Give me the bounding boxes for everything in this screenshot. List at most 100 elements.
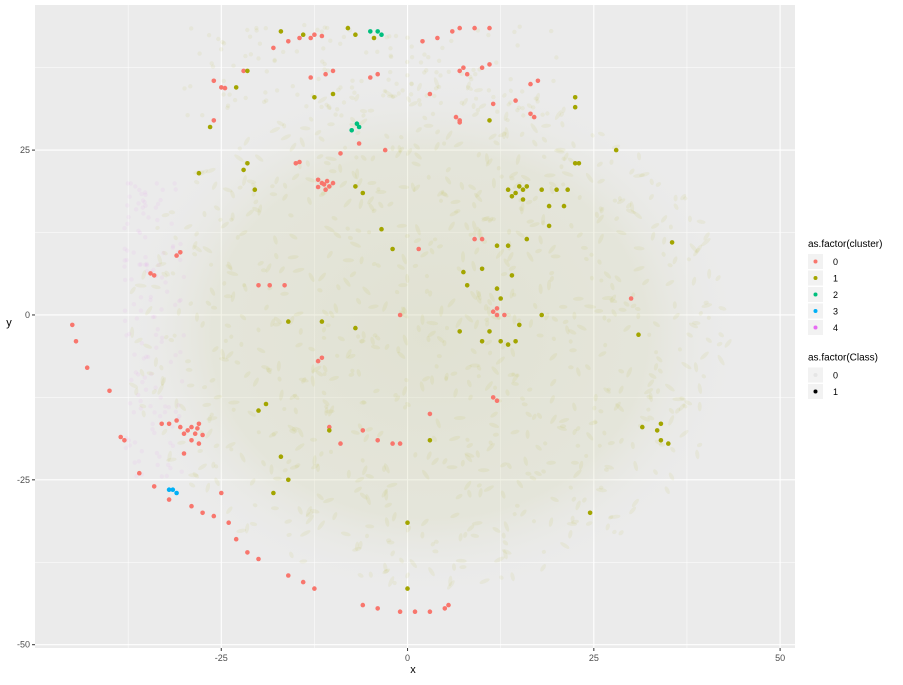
cloud-point: [629, 506, 636, 515]
cloud-band-point: [494, 60, 499, 65]
point-cluster-0: [531, 114, 537, 120]
cloud-point: [356, 369, 362, 377]
cloud-band-point: [133, 207, 139, 212]
cloud-point: [707, 268, 712, 279]
point-cluster-1: [494, 286, 500, 291]
cloud-point: [229, 447, 234, 452]
cloud-band-point: [520, 89, 525, 94]
point-cluster-1: [319, 319, 325, 324]
x-tick-label: 25: [589, 653, 599, 663]
cloud-point: [633, 173, 645, 178]
cloud-point: [335, 353, 340, 358]
cloud-point: [653, 469, 658, 475]
cloud-point: [326, 250, 333, 259]
cloud-point: [239, 230, 248, 237]
cloud-point: [173, 235, 178, 241]
cloud-point: [474, 319, 479, 330]
point-cluster-1: [405, 520, 410, 525]
point-cluster-1: [561, 203, 567, 209]
cloud-point: [225, 442, 236, 449]
cloud-point: [549, 275, 554, 282]
cloud-band-point: [325, 68, 331, 73]
cloud-point: [467, 524, 475, 532]
cloud-point: [324, 404, 329, 409]
cloud-point: [436, 336, 445, 343]
cloud-band-point: [516, 105, 522, 110]
cloud-point: [521, 402, 528, 407]
cloud-point: [326, 103, 332, 110]
cloud-point: [276, 360, 281, 372]
cloud-point: [383, 562, 388, 572]
legend-key-point: [813, 259, 818, 264]
cloud-point: [220, 348, 226, 360]
cloud-band-point: [322, 67, 327, 72]
cloud-point: [157, 384, 164, 395]
cloud-band-point: [436, 84, 442, 90]
cloud-point: [318, 272, 327, 282]
cloud-point: [205, 167, 216, 174]
cloud-point: [525, 199, 533, 205]
point-cluster-0: [368, 75, 373, 80]
cloud-point: [700, 351, 709, 360]
cloud-point: [282, 182, 288, 189]
cloud-point: [652, 321, 660, 328]
cloud-point: [282, 407, 287, 411]
cloud-band-point: [137, 262, 142, 267]
cloud-point: [305, 506, 312, 517]
cloud-point: [703, 300, 709, 305]
cloud-point: [661, 251, 666, 257]
point-cluster-0: [494, 312, 500, 318]
cloud-point: [484, 317, 490, 322]
cloud-point: [464, 453, 473, 463]
cloud-point: [501, 549, 512, 555]
cloud-point: [483, 304, 488, 311]
class-1-points: [70, 25, 675, 614]
cloud-point: [349, 271, 357, 278]
cloud-point: [293, 407, 298, 415]
cloud-band-point: [143, 255, 148, 260]
cloud-band-point: [545, 111, 550, 116]
cloud-point: [606, 387, 611, 392]
cloud-point: [435, 129, 441, 135]
cloud-point: [593, 393, 598, 402]
cloud-band-point: [508, 100, 513, 105]
cloud-point: [649, 178, 654, 186]
cloud-point: [343, 277, 351, 287]
cloud-point: [646, 407, 651, 412]
cloud-point: [597, 259, 602, 265]
cloud-point: [269, 127, 281, 133]
cloud-band-point: [137, 230, 143, 235]
point-cluster-0: [502, 312, 507, 318]
cloud-point: [291, 426, 299, 431]
point-cluster-0: [397, 609, 403, 614]
cloud-band-point: [159, 307, 164, 312]
cloud-point: [588, 420, 598, 426]
cloud-point: [598, 206, 603, 212]
cloud-point: [253, 199, 259, 205]
cloud-point: [361, 113, 366, 118]
cloud-point: [356, 334, 361, 339]
point-cluster-1: [278, 454, 284, 460]
point-cluster-1: [572, 104, 578, 110]
cloud-point: [257, 261, 264, 266]
cloud-point: [589, 252, 594, 257]
point-cluster-1: [505, 342, 511, 347]
cloud-point: [375, 263, 381, 268]
cloud-point: [237, 146, 242, 151]
cloud-point: [388, 576, 395, 587]
point-cluster-2: [379, 32, 384, 37]
cloud-band-point: [143, 203, 148, 208]
cloud-point: [282, 123, 287, 129]
point-cluster-0: [151, 273, 157, 278]
cloud-point: [289, 315, 295, 325]
point-cluster-1: [513, 339, 518, 344]
cloud-point: [650, 231, 656, 241]
cloud-point: [615, 403, 625, 412]
cloud-band-point: [143, 235, 148, 240]
cloud-point: [500, 490, 506, 499]
cloud-band-point: [124, 257, 129, 263]
cloud-point: [626, 202, 632, 209]
point-cluster-1: [196, 170, 202, 176]
cloud-point: [360, 155, 367, 161]
cloud-point: [383, 569, 390, 574]
